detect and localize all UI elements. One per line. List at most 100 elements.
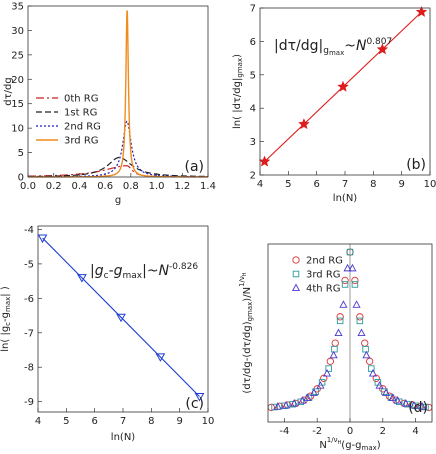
data-point xyxy=(343,263,352,272)
data-point xyxy=(337,80,349,92)
legend-label: 2nd RG xyxy=(306,256,343,267)
x-tick-label: 4 xyxy=(257,179,263,190)
data-point xyxy=(322,369,332,377)
data-point xyxy=(415,5,428,18)
x-axis-label: N1/νH(g-gmax) xyxy=(319,436,380,452)
y-axis-label: dτ/dg xyxy=(3,77,14,105)
data-point xyxy=(281,402,288,410)
x-tick-label: 5 xyxy=(63,416,69,427)
data-point xyxy=(368,365,375,372)
panel-b: 4 5 6 7 8 9 10 2 3 4 5 6 7 ln(N) ln( |dτ/dg|gmax) |dτ/d… xyxy=(232,4,436,205)
y-tick-label: 35 xyxy=(11,2,24,13)
data-point xyxy=(326,357,334,365)
panel-b-frame xyxy=(259,7,431,176)
data-point xyxy=(194,393,205,402)
panel-d-frame xyxy=(267,243,433,423)
data-point xyxy=(273,402,282,410)
x-tick-label: 1.4 xyxy=(200,181,216,192)
data-point xyxy=(341,281,349,288)
data-point xyxy=(422,403,429,411)
panel-c: 4 5 6 7 8 9 10 -4 -5 -6 -7 -8 -9 ln(N) ln( |gc-gmax| )… xyxy=(0,225,214,443)
data-point xyxy=(281,400,291,409)
data-point xyxy=(395,398,403,406)
legend-marker xyxy=(292,270,300,278)
y-tick-label: 10 xyxy=(11,124,24,135)
data-point xyxy=(376,43,389,55)
data-point xyxy=(351,281,359,288)
x-tick-label: 7 xyxy=(120,416,126,427)
x-tick-label: -2 xyxy=(312,426,322,437)
y-tick-label: -5 xyxy=(24,259,34,270)
x-tick-label: 0 xyxy=(347,426,353,437)
x-axis-label: ln(N) xyxy=(111,432,135,443)
series-line-3 xyxy=(28,10,208,178)
data-point xyxy=(362,345,369,353)
x-tick-label: 8 xyxy=(370,179,376,190)
panel-label: (c) xyxy=(185,396,204,412)
data-point xyxy=(297,398,305,406)
data-point xyxy=(401,398,410,407)
x-tick-label: 4 xyxy=(412,426,418,437)
data-point xyxy=(303,393,312,401)
x-tick-label: 0.2 xyxy=(46,181,62,192)
y-tick-label: 20 xyxy=(11,75,24,86)
panel-label: (a) xyxy=(184,159,204,175)
data-point xyxy=(339,300,348,308)
x-tick-label: -4 xyxy=(279,426,289,437)
y-tick-label: 15 xyxy=(11,99,24,110)
data-point xyxy=(309,388,318,396)
panel-d: -4 -2 0 2 4 N1/νH(g-gmax) (dτ/dg-(dτ/dg)gmax)/… xyxy=(238,244,433,452)
y-axis-label: (dτ/dg-(dτ/dg)gmax)/N1/νH xyxy=(238,272,254,393)
legend-label: 0th RG xyxy=(64,94,99,105)
x-tick-label: 0.4 xyxy=(71,181,87,192)
panel-c-frame xyxy=(37,225,209,413)
panel-label: (b) xyxy=(406,157,426,173)
y-tick-label: 25 xyxy=(11,50,24,61)
data-point xyxy=(155,353,166,362)
panel-a: 0.0 0.2 0.4 0.6 0.8 1.0 1.2 1.4 0 5 10 15 20 25 30 35 g d… xyxy=(3,2,216,207)
legend-label: 3rd RG xyxy=(306,270,341,281)
data-point xyxy=(331,339,339,347)
data-point xyxy=(348,263,357,272)
panel-label: (d) xyxy=(408,400,428,416)
y-tick-label: -4 xyxy=(24,225,34,236)
data-point xyxy=(290,398,299,407)
data-point xyxy=(316,381,325,389)
data-point xyxy=(329,350,338,359)
x-tick-label: 5 xyxy=(285,179,291,190)
x-tick-label: 0.0 xyxy=(20,181,36,192)
y-tick-label: 2 xyxy=(250,171,256,182)
y-axis-label: ln( |dτ/dg|gmax) xyxy=(232,54,244,129)
x-tick-label: 0.8 xyxy=(123,181,139,192)
y-tick-label: 0 xyxy=(18,173,24,184)
x-tick-label: 10 xyxy=(202,416,215,427)
y-tick-label: -8 xyxy=(24,363,34,374)
data-point xyxy=(412,402,419,410)
x-tick-label: 7 xyxy=(342,179,348,190)
y-tick-label: -7 xyxy=(24,328,34,339)
data-point xyxy=(336,313,344,321)
data-point xyxy=(271,403,278,411)
legend-marker xyxy=(291,283,301,292)
y-tick-label: -9 xyxy=(24,397,34,408)
x-tick-label: 9 xyxy=(176,416,182,427)
x-tick-label: 1.0 xyxy=(149,181,165,192)
x-tick-label: 6 xyxy=(91,416,97,427)
data-point xyxy=(341,276,349,285)
data-point xyxy=(77,274,87,283)
data-point xyxy=(382,388,391,396)
x-tick-label: 2 xyxy=(380,426,386,437)
x-tick-label: 6 xyxy=(313,179,319,190)
data-point xyxy=(388,393,397,401)
panel-a-frame xyxy=(27,5,209,178)
data-point xyxy=(352,300,361,308)
data-point xyxy=(346,248,354,256)
data-point xyxy=(361,339,369,347)
data-point xyxy=(385,392,394,400)
data-point xyxy=(351,276,359,285)
annotation: |dτ/dg|gmax~N0.807 xyxy=(274,37,392,57)
data-point xyxy=(37,234,48,244)
y-tick-label: 6 xyxy=(250,37,256,48)
fit-line xyxy=(42,237,200,397)
data-point xyxy=(325,365,332,372)
